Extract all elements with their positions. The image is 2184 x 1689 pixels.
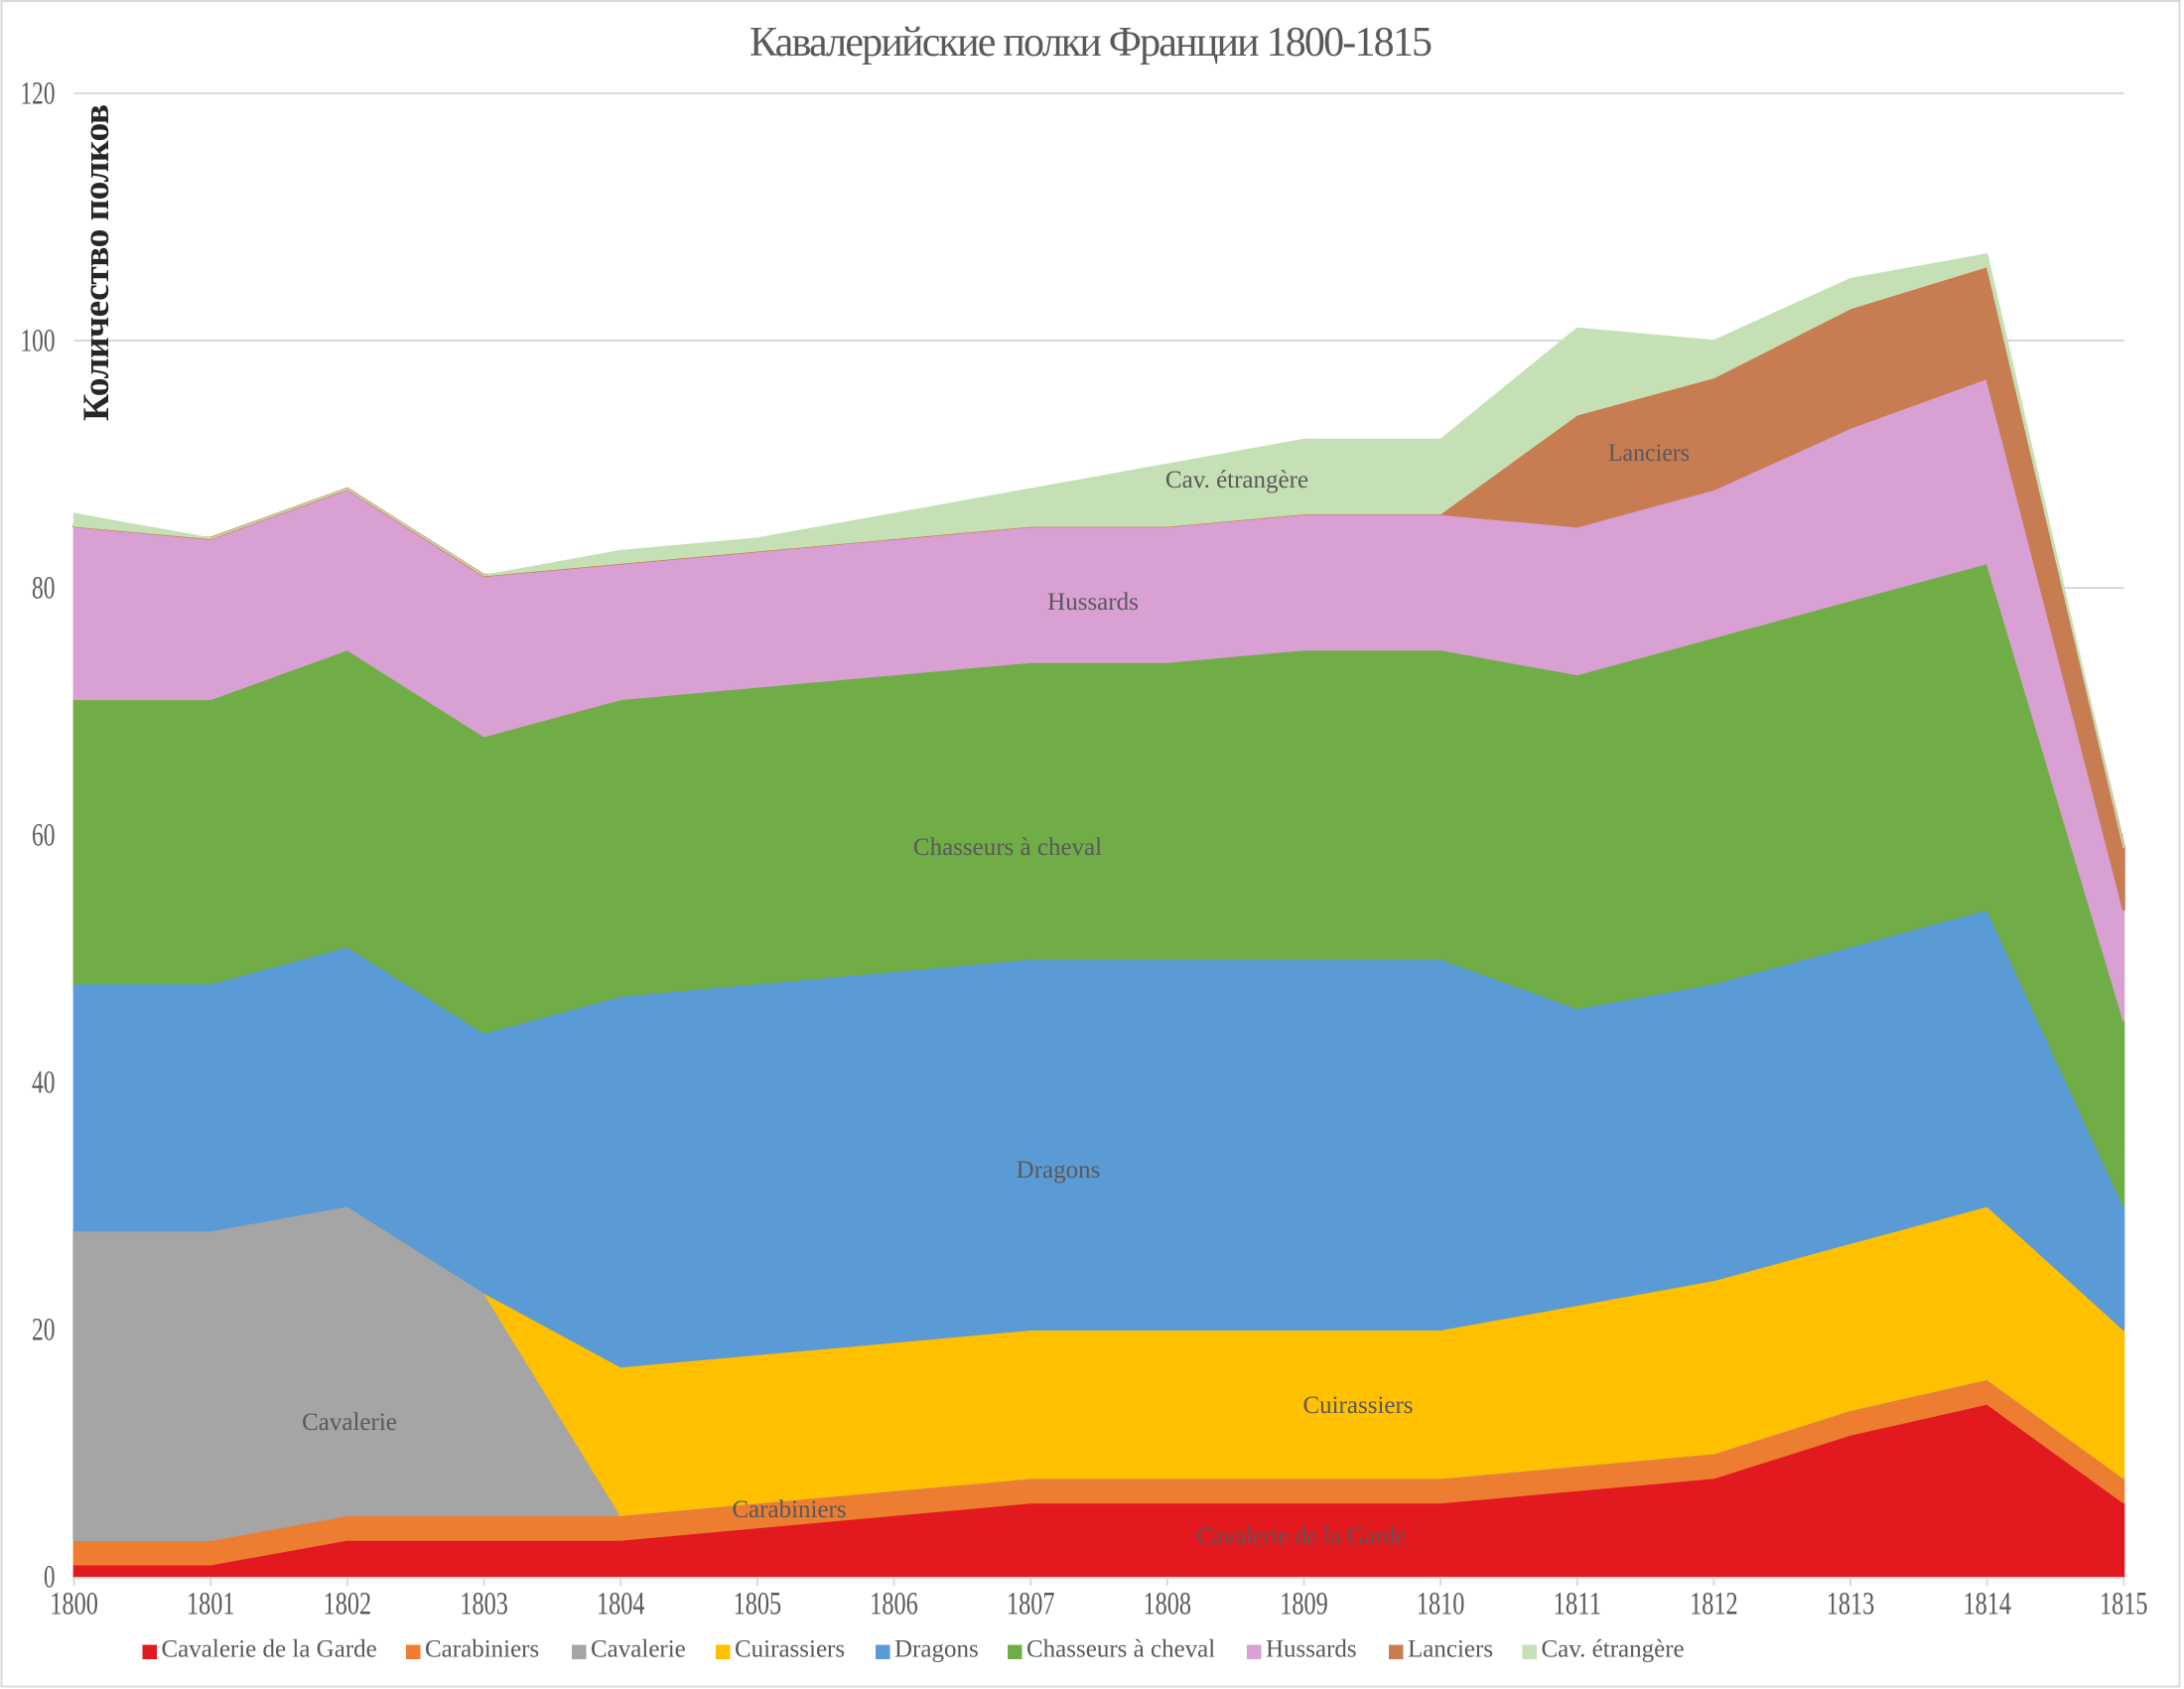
svg-text:Cav. étrangère: Cav. étrangère — [1165, 467, 1308, 493]
svg-text:1812: 1812 — [1690, 1587, 1738, 1622]
svg-text:1806: 1806 — [870, 1587, 918, 1622]
svg-text:1809: 1809 — [1280, 1587, 1328, 1622]
svg-text:Cav. étrangère: Cav. étrangère — [1542, 1636, 1685, 1663]
svg-text:Carabiniers: Carabiniers — [425, 1636, 539, 1663]
svg-text:Carabiniers: Carabiniers — [732, 1496, 846, 1523]
svg-text:20: 20 — [32, 1313, 56, 1348]
svg-text:1815: 1815 — [2100, 1587, 2148, 1622]
svg-text:60: 60 — [32, 818, 56, 854]
svg-text:Chasseurs à cheval: Chasseurs à cheval — [1026, 1636, 1215, 1663]
svg-text:Lanciers: Lanciers — [1608, 440, 1690, 467]
svg-text:1805: 1805 — [734, 1587, 782, 1622]
svg-text:120: 120 — [21, 76, 56, 112]
svg-text:Chasseurs à cheval: Chasseurs à cheval — [913, 834, 1102, 861]
svg-text:Cavalerie de la Garde: Cavalerie de la Garde — [162, 1636, 377, 1663]
svg-text:1800: 1800 — [50, 1587, 98, 1622]
svg-text:Hussards: Hussards — [1047, 589, 1139, 616]
svg-text:Lanciers: Lanciers — [1408, 1636, 1493, 1663]
svg-text:1808: 1808 — [1144, 1587, 1192, 1622]
svg-text:Кавалерийские полки Франции 18: Кавалерийские полки Франции 1800-1815 — [750, 20, 1433, 66]
svg-text:Cavalerie: Cavalerie — [591, 1636, 686, 1663]
svg-text:1814: 1814 — [1963, 1587, 2011, 1622]
svg-text:1804: 1804 — [597, 1587, 645, 1622]
svg-text:Cavalerie de la Garde: Cavalerie de la Garde — [1197, 1523, 1407, 1550]
svg-text:Dragons: Dragons — [894, 1636, 979, 1663]
svg-text:100: 100 — [21, 324, 56, 359]
svg-text:1810: 1810 — [1417, 1587, 1465, 1622]
svg-text:Cavalerie: Cavalerie — [302, 1409, 397, 1436]
svg-text:Количество полков: Количество полков — [76, 104, 117, 421]
svg-text:1807: 1807 — [1007, 1587, 1055, 1622]
svg-text:Dragons: Dragons — [1017, 1157, 1101, 1184]
svg-text:1802: 1802 — [324, 1587, 372, 1622]
svg-text:Hussards: Hussards — [1266, 1636, 1357, 1663]
svg-text:Cuirassiers: Cuirassiers — [735, 1636, 845, 1663]
svg-text:0: 0 — [44, 1560, 56, 1596]
svg-text:1801: 1801 — [187, 1587, 235, 1622]
svg-text:Cuirassiers: Cuirassiers — [1302, 1392, 1413, 1419]
svg-text:40: 40 — [32, 1065, 56, 1101]
svg-text:1811: 1811 — [1554, 1587, 1602, 1622]
svg-text:1813: 1813 — [1827, 1587, 1875, 1622]
svg-text:1803: 1803 — [460, 1587, 508, 1622]
svg-text:80: 80 — [32, 571, 56, 607]
